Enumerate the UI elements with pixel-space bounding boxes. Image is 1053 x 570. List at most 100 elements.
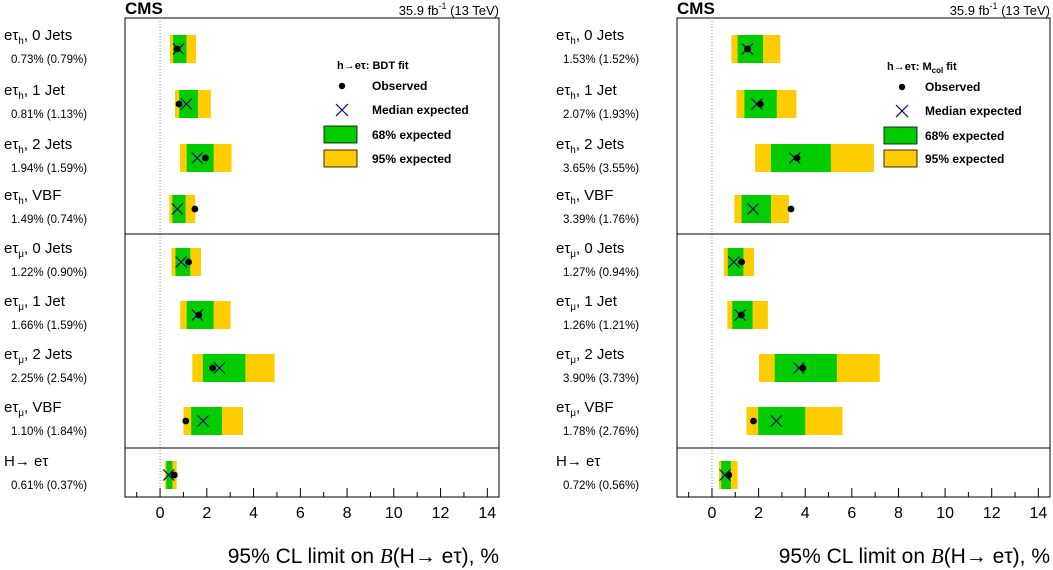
observed-marker bbox=[737, 311, 745, 319]
x-tick-label: 8 bbox=[894, 505, 903, 522]
limit-row: eτμ, 0 Jets 1.22% (0.90%) bbox=[4, 240, 201, 279]
observed-marker bbox=[182, 417, 190, 425]
channel-subscript: μ bbox=[18, 302, 24, 313]
channel-text: eτ bbox=[556, 136, 570, 153]
median-expected-marker bbox=[162, 469, 175, 481]
row-channel-label: eτh, VBF bbox=[4, 187, 61, 207]
limit-row: eτh, 1 Jet 2.07% (1.93%) bbox=[556, 82, 797, 121]
observed-marker bbox=[185, 258, 192, 266]
band-68 bbox=[186, 144, 214, 172]
median-expected-marker bbox=[719, 469, 731, 481]
channel-text: H→ eτ bbox=[556, 453, 600, 470]
row-channel-label: H→ eτ bbox=[4, 453, 48, 470]
x-tick-label: 12 bbox=[983, 505, 1001, 522]
legend-title-subscript: col bbox=[932, 66, 944, 75]
band-68 bbox=[172, 195, 186, 223]
legend-band95-label: 95% expected bbox=[372, 152, 451, 166]
legend-observed-label: Observed bbox=[372, 79, 427, 93]
observed-marker bbox=[738, 258, 745, 266]
x-axis-title: 95% CL limit on B(H→ eτ), % bbox=[779, 544, 1050, 568]
channel-suffix: , 0 Jets bbox=[24, 240, 72, 257]
x-axis-title-prefix: 95% CL limit on bbox=[779, 545, 931, 568]
row-channel-label: eτμ, VBF bbox=[556, 399, 614, 419]
experiment-label: CMS bbox=[125, 0, 163, 18]
row-values-label: 1.78% (2.76%) bbox=[563, 426, 639, 438]
x-tick-label: 6 bbox=[847, 505, 856, 522]
observed-marker bbox=[799, 364, 807, 372]
channel-subscript: μ bbox=[570, 249, 576, 260]
x-tick-label: 4 bbox=[249, 505, 258, 522]
row-channel-label: eτμ, 0 Jets bbox=[4, 240, 72, 260]
legend-title: h→eτ: Mcol fit bbox=[887, 61, 957, 75]
observed-marker bbox=[787, 205, 795, 213]
channel-suffix: , VBF bbox=[576, 187, 614, 204]
observed-marker bbox=[750, 417, 757, 425]
x-tick-label: 14 bbox=[1029, 505, 1047, 522]
observed-marker bbox=[725, 471, 733, 479]
x-tick-label: 12 bbox=[432, 505, 450, 522]
row-values-label: 0.73% (0.79%) bbox=[11, 54, 87, 66]
legend-median-marker bbox=[335, 103, 349, 117]
channel-subscript: h bbox=[570, 91, 576, 102]
channel-text: eτ bbox=[4, 27, 18, 44]
legend-title-text: h→eτ: BDT fit bbox=[337, 60, 409, 72]
x-tick-label: 14 bbox=[478, 505, 496, 522]
row-values-label: 1.26% (1.21%) bbox=[563, 320, 639, 332]
legend-observed-marker bbox=[338, 82, 346, 90]
legend-median-label: Median expected bbox=[372, 103, 469, 117]
legend-band95-swatch bbox=[323, 149, 358, 168]
channel-suffix: , 2 Jets bbox=[576, 346, 624, 363]
band-68 bbox=[758, 407, 806, 435]
observed-marker bbox=[170, 471, 178, 479]
channel-text: eτ bbox=[4, 136, 18, 153]
row-values-label: 1.27% (0.94%) bbox=[563, 267, 639, 279]
median-expected-marker bbox=[180, 98, 193, 110]
row-channel-label: eτh, 0 Jets bbox=[556, 27, 624, 47]
channel-text: eτ bbox=[556, 293, 570, 310]
limit-row: eτh, VBF 3.39% (1.76%) bbox=[556, 187, 795, 226]
channel-subscript: h bbox=[570, 145, 576, 156]
row-channel-label: eτμ, 2 Jets bbox=[4, 346, 72, 366]
channel-subscript: h bbox=[18, 36, 24, 47]
x-tick-label: 2 bbox=[202, 505, 211, 522]
x-axis-title-symbol: B bbox=[931, 544, 944, 568]
experiment-label: CMS bbox=[677, 0, 715, 18]
row-channel-label: eτh, 1 Jet bbox=[556, 82, 618, 102]
observed-marker bbox=[793, 154, 801, 162]
channel-text: eτ bbox=[4, 293, 18, 310]
row-values-label: 2.07% (1.93%) bbox=[563, 109, 639, 121]
row-values-label: 1.22% (0.90%) bbox=[11, 267, 87, 279]
row-values-label: 3.90% (3.73%) bbox=[563, 373, 639, 385]
limit-row: eτμ, VBF 1.10% (1.84%) bbox=[4, 399, 244, 438]
limit-row: eτh, 2 Jets 3.65% (3.55%) bbox=[556, 136, 874, 175]
median-expected-marker bbox=[175, 256, 188, 268]
row-channel-label: eτμ, VBF bbox=[4, 399, 62, 419]
band-68 bbox=[175, 248, 191, 276]
channel-subscript: μ bbox=[18, 408, 24, 419]
row-channel-label: eτh, 0 Jets bbox=[4, 27, 72, 47]
channel-suffix: , 2 Jets bbox=[24, 136, 72, 153]
limit-row: eτμ, 1 Jet 1.66% (1.59%) bbox=[4, 293, 231, 332]
channel-text: eτ bbox=[4, 399, 18, 416]
channel-text: eτ bbox=[4, 240, 18, 257]
channel-text: eτ bbox=[556, 187, 570, 204]
legend-band95-label: 95% expected bbox=[925, 152, 1004, 166]
band-68 bbox=[179, 90, 198, 118]
legend-band95-swatch bbox=[883, 149, 918, 168]
observed-marker bbox=[195, 311, 203, 319]
limit-row: eτh, VBF 1.49% (0.74%) bbox=[4, 187, 199, 226]
plot-frame bbox=[676, 17, 1051, 498]
row-values-label: 1.53% (1.52%) bbox=[563, 54, 639, 66]
observed-marker bbox=[175, 100, 183, 108]
legend-title: h→eτ: BDT fit bbox=[337, 60, 409, 72]
channel-subscript: h bbox=[18, 145, 24, 156]
limit-row: eτμ, 1 Jet 1.26% (1.21%) bbox=[556, 293, 768, 332]
x-axis-title-symbol: B bbox=[380, 544, 393, 568]
observed-marker bbox=[173, 45, 181, 53]
limit-row: H→ eτ 0.72% (0.56%) bbox=[556, 453, 738, 492]
channel-text: eτ bbox=[4, 82, 18, 99]
row-channel-label: eτh, 2 Jets bbox=[4, 136, 72, 156]
legend-observed-marker bbox=[898, 83, 906, 91]
row-values-label: 3.65% (3.55%) bbox=[563, 163, 639, 175]
band-68 bbox=[727, 248, 744, 276]
